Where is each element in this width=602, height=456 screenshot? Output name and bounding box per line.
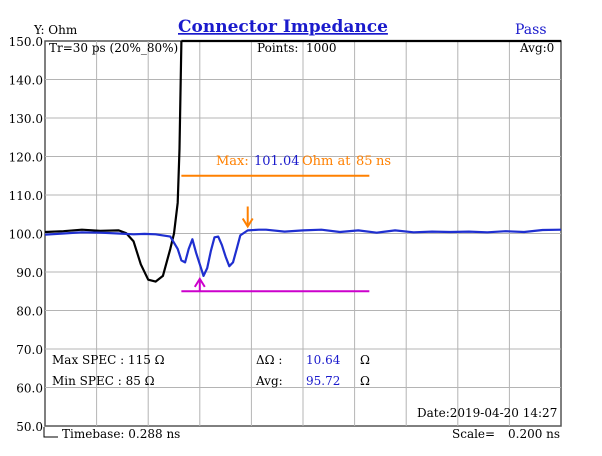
rise-time-label: Tr=30 ps (20%_80%) [49, 41, 178, 55]
traces [44, 39, 562, 283]
y-tick-labels: 150.0 140.0 130.0 120.0 110.0 100.0 90.0 80.0 70… [9, 35, 43, 434]
y-unit-label: Y: Ohm [33, 23, 78, 37]
max-marker-time-unit: ns [376, 154, 391, 169]
scale-value: 0.200 ns [508, 427, 560, 441]
max-marker-suffix: Ohm at [302, 154, 351, 169]
max-marker-time: 85 [356, 154, 373, 169]
date-label: Date:2019-04-20 14:27 [417, 406, 557, 420]
max-marker-value: 101.04 [254, 154, 300, 169]
max-marker-prefix: Max: [216, 154, 249, 169]
y-tick-label: 110.0 [9, 189, 43, 203]
points-value: 1000 [306, 41, 337, 55]
trace-measured [44, 228, 562, 277]
y-tick-label: 150.0 [9, 35, 43, 49]
trace-reference [44, 40, 183, 283]
y-tick-label: 80.0 [16, 305, 43, 319]
y-tick-label: 50.0 [16, 420, 43, 434]
plot-area: 150.0 140.0 130.0 120.0 110.0 100.0 90.0 80.0 70… [9, 35, 562, 434]
delta-value: 10.64 [306, 353, 341, 367]
max-arrow-head-icon [241, 217, 254, 229]
max-spec-label: Max SPEC : 115 Ω [52, 353, 165, 367]
avg-count: Avg:0 [519, 41, 554, 55]
marker-lines [181, 174, 370, 293]
y-tick-label: 100.0 [9, 228, 43, 242]
y-tick-label: 70.0 [16, 343, 43, 357]
min-spec-label: Min SPEC : 85 Ω [52, 374, 155, 388]
points-label: Points: [257, 41, 298, 55]
delta-unit: Ω [360, 353, 370, 367]
y-tick-label: 90.0 [16, 266, 43, 280]
pass-status: Pass [515, 22, 547, 38]
avg-value: 95.72 [306, 374, 340, 388]
timebase-label: Timebase: 0.288 ns [62, 427, 180, 441]
delta-label: ΔΩ : [256, 353, 282, 367]
min-arrow-head-icon [193, 276, 206, 288]
y-tick-label: 140.0 [9, 74, 43, 88]
y-tick-label: 60.0 [16, 382, 43, 396]
scale-label: Scale= [452, 427, 495, 441]
y-tick-label: 120.0 [9, 151, 43, 165]
timebase-icon [43, 427, 58, 438]
y-tick-label: 130.0 [9, 112, 43, 126]
avg-label: Avg: [255, 374, 283, 388]
avg-unit: Ω [360, 374, 370, 388]
chart-title: Connector Impedance [178, 17, 388, 37]
